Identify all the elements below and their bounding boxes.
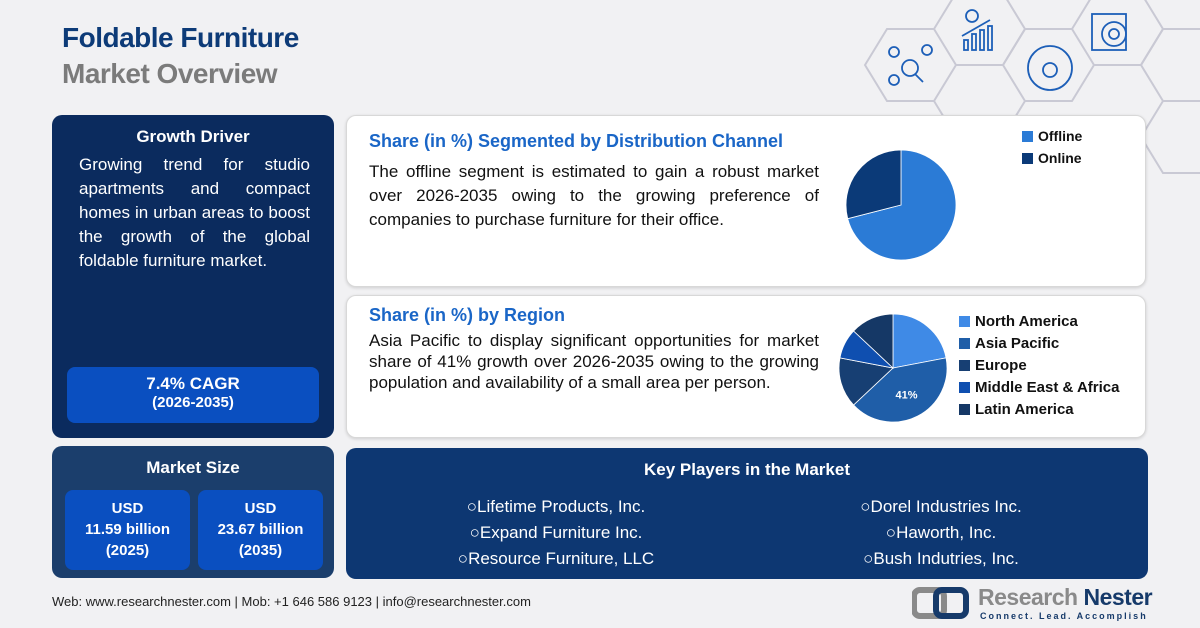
legend-swatch — [1022, 152, 1033, 164]
growth-chart-icon — [961, 9, 993, 51]
legend-label: Offline — [1038, 128, 1083, 144]
currency: USD — [111, 500, 144, 517]
market-size-2025: USD 11.59 billion (2025) — [65, 490, 190, 570]
logo-tagline: Connect. Lead. Accomplish — [980, 611, 1148, 621]
legend-label: Online — [1038, 150, 1082, 166]
hexagon-icons-decoration — [863, 0, 1200, 174]
cagr-value: 7.4% CAGR — [146, 374, 240, 393]
legend-swatch — [1022, 130, 1033, 142]
legend-swatch — [959, 403, 970, 415]
distribution-card: Share (in %) Segmented by Distribution C… — [346, 115, 1146, 287]
logo-text-nester: Nester — [1083, 584, 1153, 610]
legend-label: North America — [975, 312, 1078, 330]
legend-item: Online — [1022, 147, 1082, 169]
legend-item: North America — [959, 310, 1119, 332]
region-text: Asia Pacific to display significant oppo… — [369, 331, 819, 392]
legend-item: Offline — [1022, 125, 1082, 147]
research-nester-logo: Research Nester Connect. Lead. Accomplis… — [912, 584, 1153, 624]
legend-label: Middle East & Africa — [975, 378, 1120, 396]
cagr-period: (2026-2035) — [152, 394, 234, 411]
region-title: Share (in %) by Region — [369, 305, 566, 325]
network-analysis-icon — [888, 44, 933, 86]
growth-driver-panel: Growth Driver Growing trend for studio a… — [52, 115, 334, 438]
region-card: Share (in %) by Region Asia Pacific to d… — [346, 295, 1146, 438]
pie-slice-asia-pacific — [853, 357, 948, 423]
amount: 23.67 billion — [217, 521, 304, 538]
page-title: Foldable Furniture — [62, 22, 299, 53]
footer-contact: Web: www.researchnester.com | Mob: +1 64… — [52, 594, 531, 609]
pie-slice-europe — [838, 357, 894, 406]
player-item: ○Haworth, Inc. — [885, 523, 997, 542]
key-players-right: ○Dorel Industries Inc. ○Haworth, Inc. ○B… — [801, 494, 1081, 572]
key-players-panel: Key Players in the Market ○Lifetime Prod… — [346, 448, 1148, 579]
distribution-title: Share (in %) Segmented by Distribution C… — [369, 131, 784, 151]
market-size-panel: Market Size USD 11.59 billion (2025) USD… — [52, 446, 334, 578]
distribution-legend: Offline Online — [1022, 125, 1082, 169]
legend-swatch — [959, 315, 970, 327]
legend-swatch — [959, 337, 970, 349]
legend-swatch — [959, 381, 970, 393]
growth-driver-text: Growing trend for studio apartments and … — [79, 155, 310, 270]
pie-slice-online — [845, 149, 902, 220]
legend-label: Asia Pacific — [975, 334, 1060, 352]
region-legend: North America Asia Pacific Europe Middle Ea… — [959, 310, 1119, 420]
year: (2035) — [238, 542, 283, 559]
player-item: ○Lifetime Products, Inc. — [466, 497, 646, 516]
pie-data-label: 41% — [895, 389, 917, 401]
legend-item: Middle East & Africa — [959, 376, 1119, 398]
distribution-text: The offline segment is estimated to gain… — [369, 162, 819, 229]
region-pie-chart: 41% — [838, 313, 948, 423]
legend-item: Latin America — [959, 398, 1119, 420]
legend-item: Asia Pacific — [959, 332, 1119, 354]
pie-slice-north-america — [892, 313, 947, 369]
player-item: ○Bush Indutries, Inc. — [863, 549, 1019, 568]
legend-swatch — [959, 359, 970, 371]
logo-icon — [912, 587, 969, 619]
growth-driver-title: Growth Driver — [136, 127, 250, 146]
target-clipboard-icon — [1091, 13, 1127, 51]
key-players-left: ○Lifetime Products, Inc. ○Expand Furnitu… — [416, 494, 696, 572]
global-market-icon — [1027, 45, 1073, 91]
legend-label: Europe — [975, 356, 1027, 374]
distribution-pie-chart — [845, 149, 957, 261]
logo-text-research: Research — [978, 584, 1078, 610]
market-size-title: Market Size — [146, 458, 240, 477]
cagr-box: 7.4% CAGR (2026-2035) — [67, 367, 319, 423]
legend-label: Latin America — [975, 400, 1074, 418]
pie-slice-offline — [847, 149, 957, 261]
page-subtitle: Market Overview — [62, 58, 278, 89]
player-item: ○Resource Furniture, LLC — [457, 549, 655, 568]
market-size-2035: USD 23.67 billion (2035) — [198, 490, 323, 570]
pie-slice-latin-america — [853, 313, 894, 369]
year: (2025) — [105, 542, 150, 559]
currency: USD — [244, 500, 277, 517]
player-item: ○Expand Furniture Inc. — [469, 523, 643, 542]
amount: 11.59 billion — [84, 521, 171, 538]
player-item: ○Dorel Industries Inc. — [860, 497, 1022, 516]
legend-item: Europe — [959, 354, 1119, 376]
key-players-title: Key Players in the Market — [644, 460, 850, 479]
